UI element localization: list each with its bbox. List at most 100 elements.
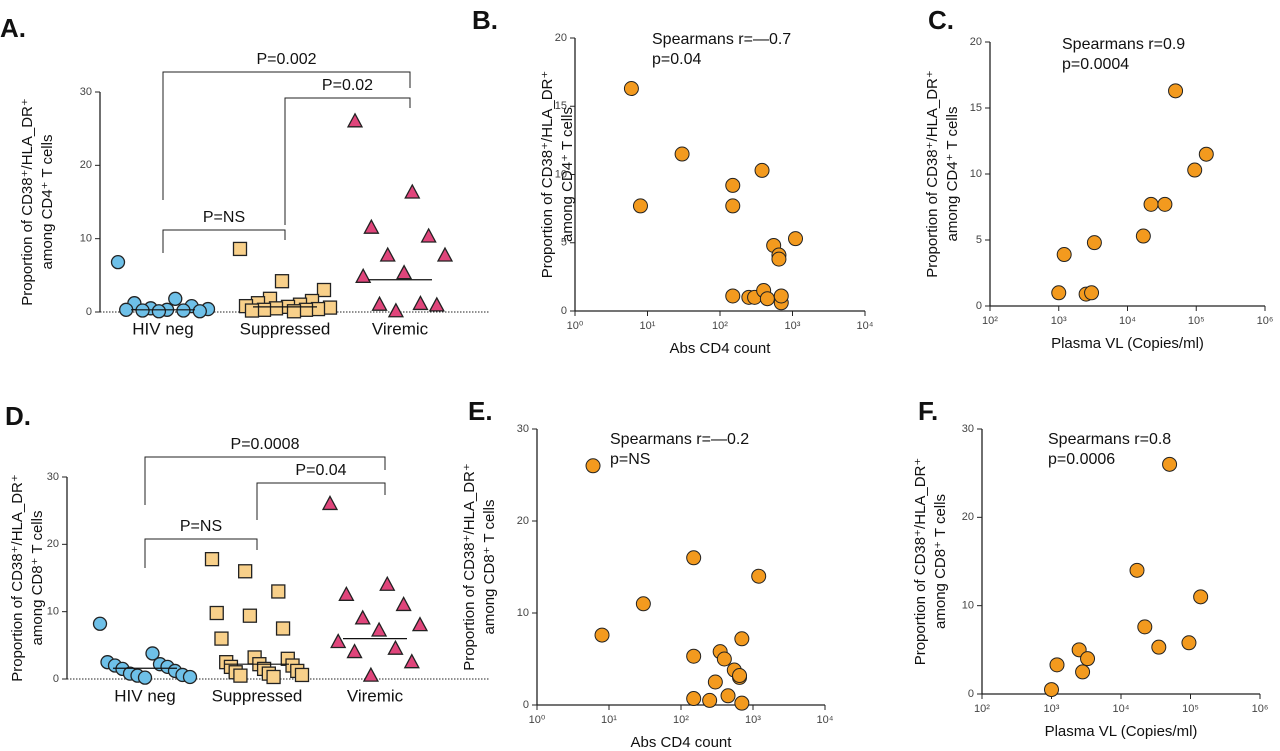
point: [725, 198, 741, 214]
point: [176, 303, 191, 318]
y-axis-label: Proportion of CD38⁺/HLA_DR⁺: [461, 463, 478, 671]
y-tick-label: 30: [80, 86, 92, 98]
point: [298, 302, 314, 317]
point: [92, 616, 108, 631]
point: [192, 304, 207, 319]
point: [788, 231, 804, 247]
y-tick-label: 15: [555, 100, 567, 112]
y-tick-label: 10: [517, 607, 529, 619]
annotation: Spearmans r=—0.7: [652, 31, 791, 48]
point: [716, 651, 732, 667]
bracket: [162, 229, 286, 253]
point: [271, 584, 286, 599]
panel-label: B.: [472, 5, 498, 35]
x-tick-label: 10¹: [640, 320, 656, 332]
y-tick-label: 15: [970, 102, 982, 114]
y-tick-label: 0: [968, 688, 974, 700]
point: [119, 302, 134, 317]
point: [720, 688, 736, 704]
x-tick-label: 10⁵: [1182, 703, 1199, 715]
annotation: p=0.04: [652, 51, 701, 68]
x-tick-label: Viremic: [347, 686, 404, 705]
point: [1151, 639, 1167, 655]
y-axis-label: among CD4⁺ T cells: [559, 107, 576, 242]
point: [1157, 196, 1173, 212]
x-tick-label: 10²: [974, 703, 990, 715]
bracket: [144, 456, 386, 505]
point: [363, 218, 380, 234]
p-value: P=0.02: [322, 77, 373, 94]
point: [411, 616, 429, 632]
point: [707, 674, 723, 690]
point: [1044, 682, 1059, 698]
point: [371, 295, 388, 311]
point: [420, 227, 437, 243]
point: [1084, 285, 1100, 301]
panel-label: D.: [5, 401, 31, 431]
y-tick-label: 20: [555, 32, 567, 44]
point: [686, 648, 702, 664]
point: [1049, 657, 1065, 673]
panel-label: F.: [918, 396, 938, 426]
point: [110, 254, 126, 270]
panel-label: E.: [468, 396, 493, 426]
point: [412, 295, 429, 311]
y-tick-label: 20: [970, 36, 982, 48]
point: [355, 267, 372, 283]
point: [1056, 247, 1072, 263]
point: [1129, 562, 1145, 578]
point: [1137, 619, 1153, 635]
point: [137, 670, 153, 685]
point: [387, 639, 404, 655]
y-axis-label: among CD8⁺ T cells: [29, 511, 46, 646]
point: [1135, 228, 1151, 244]
y-tick-label: 10: [555, 168, 567, 180]
panel-label: C.: [928, 5, 954, 35]
y-axis-label: among CD4⁺ T cells: [944, 107, 961, 242]
point: [585, 458, 601, 474]
x-tick-label: 10⁶: [1252, 703, 1269, 715]
x-tick-label: 10⁴: [1119, 315, 1136, 327]
y-axis-label: among CD4⁺ T cells: [39, 135, 56, 270]
x-tick-label: 10²: [982, 315, 998, 327]
point: [771, 251, 787, 267]
point: [1051, 285, 1067, 301]
y-axis-label: Proportion of CD38⁺/HLA_DR⁺: [9, 474, 26, 682]
point: [322, 300, 338, 315]
point: [214, 631, 229, 646]
point: [387, 302, 404, 318]
point: [232, 241, 248, 257]
x-tick-label: 10⁵: [1188, 315, 1205, 327]
y-tick-label: 0: [86, 306, 92, 318]
point: [182, 669, 198, 685]
point: [403, 653, 420, 669]
p-value: P=NS: [180, 518, 222, 535]
annotation: Spearmans r=0.8: [1048, 431, 1171, 448]
y-axis-label: Proportion of CD38⁺/HLA_DR⁺: [924, 70, 941, 278]
x-tick-label: 10¹: [601, 714, 617, 726]
y-tick-label: 30: [47, 471, 59, 483]
x-tick-label: 10⁰: [567, 320, 584, 332]
point: [1181, 635, 1197, 651]
point: [686, 550, 702, 566]
p-value: P=NS: [203, 209, 245, 226]
point: [1080, 651, 1096, 667]
point: [244, 303, 260, 318]
x-tick-label: 10³: [745, 714, 761, 726]
y-tick-label: 5: [561, 237, 567, 249]
x-tick-label: 10²: [673, 714, 689, 726]
point: [1168, 83, 1184, 99]
bracket: [284, 97, 411, 225]
y-tick-label: 5: [976, 234, 982, 246]
point: [635, 596, 651, 612]
y-tick-label: 30: [517, 423, 529, 435]
point: [321, 495, 339, 511]
point: [1193, 589, 1209, 605]
y-axis-label: Proportion of CD38⁺/HLA_DR⁺: [19, 98, 36, 306]
point: [204, 551, 220, 567]
x-axis-label: Abs CD4 count: [670, 340, 772, 357]
x-axis-label: Plasma VL (Copies/ml): [1045, 723, 1198, 740]
point: [702, 692, 718, 708]
x-tick-label: Suppressed: [240, 319, 331, 338]
point: [346, 112, 364, 128]
